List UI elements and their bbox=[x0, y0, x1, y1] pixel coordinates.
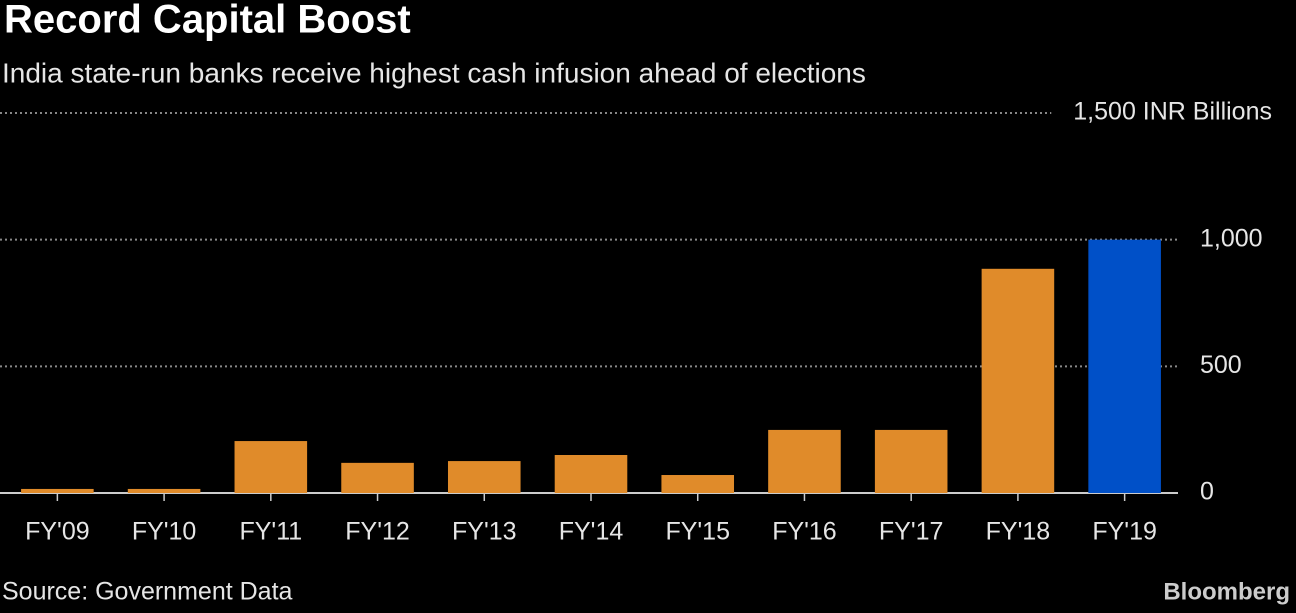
bar bbox=[981, 268, 1055, 493]
brand: Bloomberg bbox=[1163, 578, 1290, 605]
x-tick-label: FY'10 bbox=[132, 518, 197, 546]
bar bbox=[127, 488, 201, 493]
x-tick-label: FY'19 bbox=[1092, 518, 1157, 546]
x-tick-label: FY'11 bbox=[239, 518, 302, 546]
y-tick-label: 1,000 bbox=[1200, 224, 1263, 252]
bar bbox=[447, 461, 521, 493]
y-tick-label: 500 bbox=[1200, 351, 1242, 379]
chart-title: Record Capital Boost bbox=[4, 0, 411, 42]
x-tick-label: FY'18 bbox=[986, 518, 1051, 546]
bar bbox=[768, 429, 841, 493]
y-tick-label: 1,500 INR Billions bbox=[1073, 98, 1272, 126]
y-tick-label: 0 bbox=[1200, 478, 1214, 506]
bar bbox=[661, 475, 735, 493]
bar bbox=[341, 462, 414, 493]
x-tick-label: FY'09 bbox=[25, 518, 90, 546]
x-tick-label: FY'15 bbox=[665, 518, 730, 546]
x-tick-label: FY'16 bbox=[772, 518, 837, 546]
x-tick-label: FY'17 bbox=[879, 518, 944, 546]
chart-subtitle: India state-run banks receive highest ca… bbox=[2, 57, 866, 88]
bar bbox=[234, 441, 308, 493]
bar bbox=[554, 455, 628, 493]
x-tick-label: FY'12 bbox=[345, 518, 410, 546]
x-tick-label: FY'14 bbox=[559, 518, 624, 546]
source: Source: Government Data bbox=[2, 578, 293, 606]
bar bbox=[21, 488, 94, 493]
bar bbox=[1088, 239, 1161, 493]
bar bbox=[874, 429, 948, 493]
x-tick-label: FY'13 bbox=[452, 518, 517, 546]
